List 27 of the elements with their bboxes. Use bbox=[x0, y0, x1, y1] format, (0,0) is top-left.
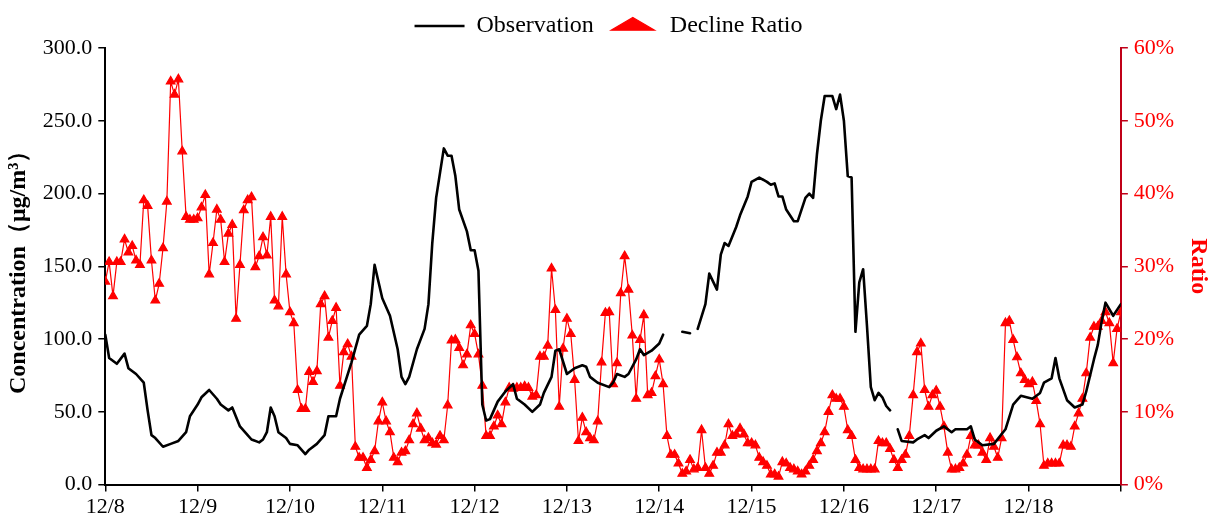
x-tick-label: 12/9 bbox=[178, 492, 218, 518]
x-tick-label: 12/16 bbox=[818, 492, 869, 518]
y2-tick-label: 50% bbox=[1133, 106, 1175, 132]
x-tick-label: 12/14 bbox=[634, 492, 685, 518]
y2-tick-label: 60% bbox=[1133, 33, 1175, 59]
x-tick-label: 12/11 bbox=[357, 492, 407, 518]
y2-tick-label: 10% bbox=[1133, 397, 1175, 423]
y-tick-label: 300.0 bbox=[42, 33, 93, 59]
x-tick-label: 12/18 bbox=[1003, 492, 1054, 518]
y-axis-title: Concentration（μg/m³） bbox=[3, 138, 30, 395]
y2-tick-label: 0% bbox=[1133, 470, 1164, 496]
y-tick-label: 100.0 bbox=[42, 324, 93, 350]
y2-tick-label: 40% bbox=[1133, 179, 1175, 205]
x-tick-label: 12/10 bbox=[264, 492, 316, 518]
x-tick-label: 12/17 bbox=[911, 492, 962, 518]
legend-label: Observation bbox=[476, 11, 594, 38]
x-tick-label: 12/12 bbox=[449, 492, 500, 518]
x-tick-label: 12/13 bbox=[541, 492, 592, 518]
y2-tick-label: 20% bbox=[1133, 324, 1175, 350]
x-tick-label: 12/15 bbox=[726, 492, 777, 518]
y2-tick-label: 30% bbox=[1133, 252, 1175, 278]
y2-axis-title: Ratio bbox=[1187, 238, 1214, 295]
y-tick-label: 150.0 bbox=[42, 252, 93, 278]
y-tick-label: 200.0 bbox=[42, 179, 93, 205]
y-tick-label: 50.0 bbox=[53, 397, 93, 423]
legend-label: Decline Ratio bbox=[669, 11, 803, 38]
y-tick-label: 250.0 bbox=[42, 106, 93, 132]
